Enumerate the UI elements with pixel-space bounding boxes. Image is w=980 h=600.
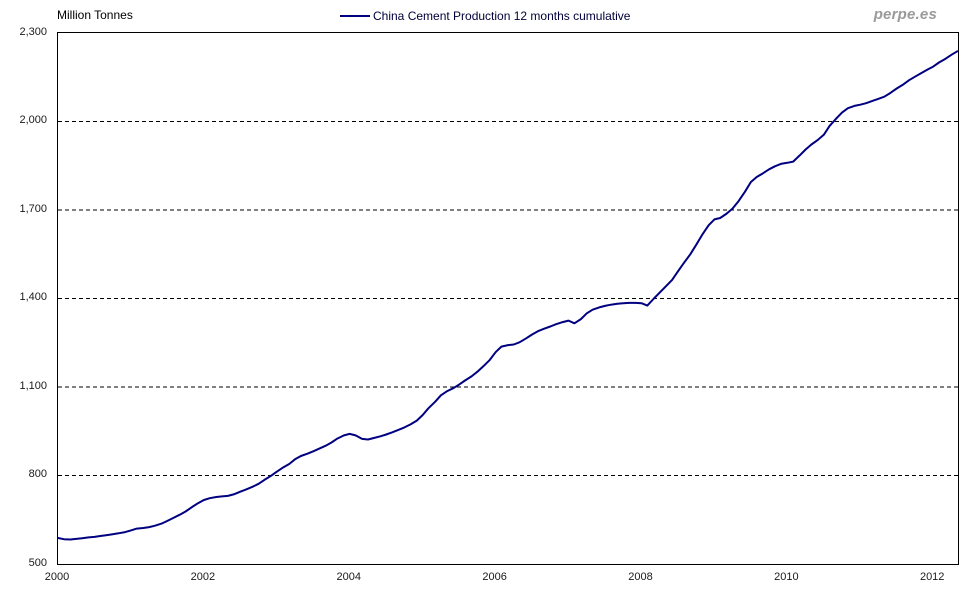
y-tick-label-800: 800 xyxy=(28,468,47,480)
y-tick-label-2300: 2,300 xyxy=(19,25,47,38)
y-axis-title: Million Tonnes xyxy=(57,8,133,22)
y-tick-label-1400: 1,400 xyxy=(19,291,47,303)
y-tick-label-500: 500 xyxy=(28,556,47,569)
watermark-perpe: perpe.es xyxy=(873,6,937,23)
series-line xyxy=(58,50,958,541)
y-tick-label-1100: 1,100 xyxy=(19,379,47,392)
x-tick-label-2004: 2004 xyxy=(336,571,361,583)
legend-line-swatch-icon xyxy=(340,15,370,17)
line-chart-svg xyxy=(58,50,958,541)
y-tick-label-2000: 2,000 xyxy=(19,114,47,126)
x-tick-label-2008: 2008 xyxy=(628,571,653,583)
y-tick-label-1700: 1,700 xyxy=(19,202,47,215)
x-tick-label-2010: 2010 xyxy=(774,571,799,583)
plot-area xyxy=(57,32,959,565)
legend-label: China Cement Production 12 months cumula… xyxy=(373,9,631,23)
x-tick-label-2002: 2002 xyxy=(190,571,216,583)
x-tick-label-2000: 2000 xyxy=(44,571,70,583)
legend: China Cement Production 12 months cumula… xyxy=(340,9,630,23)
x-tick-label-2006: 2006 xyxy=(482,571,507,583)
x-tick-label-2012: 2012 xyxy=(919,571,945,583)
